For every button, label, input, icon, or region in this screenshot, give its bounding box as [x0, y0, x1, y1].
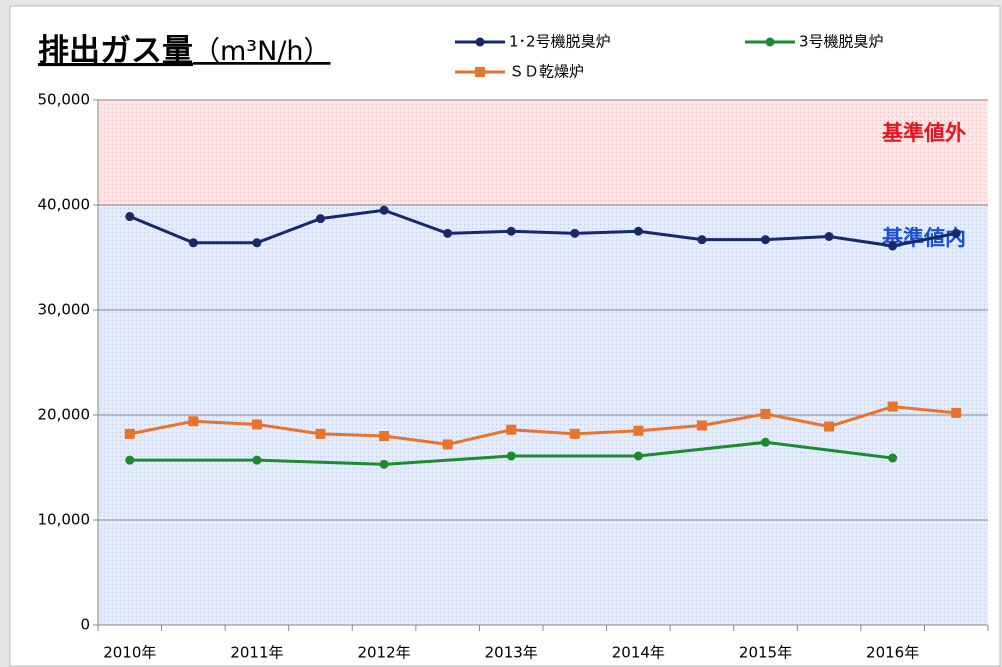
marker — [475, 37, 485, 47]
marker — [443, 228, 453, 238]
x-tick-label: 2014年 — [612, 644, 665, 662]
marker — [570, 228, 580, 238]
marker — [125, 212, 135, 222]
x-tick-label: 2013年 — [485, 644, 538, 662]
x-tick-label: 2011年 — [230, 644, 283, 662]
marker — [506, 424, 517, 435]
marker — [951, 407, 962, 418]
marker — [506, 226, 516, 236]
marker — [124, 428, 135, 439]
marker — [696, 420, 707, 431]
y-tick-label: 30,000 — [38, 301, 91, 319]
marker — [188, 416, 199, 427]
marker — [633, 226, 643, 236]
marker — [506, 451, 516, 461]
title: 排出ガス量 — [38, 33, 193, 69]
marker — [316, 214, 325, 224]
series-line — [129, 405, 957, 446]
y-tick-label: 0 — [80, 616, 90, 634]
legend-label: 3号機脱臭炉 — [799, 33, 884, 51]
marker — [761, 235, 770, 245]
marker — [475, 67, 485, 77]
marker — [251, 419, 262, 430]
unit: （m³N/h） — [193, 36, 331, 67]
series-line — [129, 208, 957, 248]
x-tick-label: 2010年 — [103, 644, 156, 662]
marker — [188, 238, 198, 248]
zone-label: 基準値外 — [882, 121, 966, 145]
marker — [442, 439, 453, 450]
marker — [887, 401, 898, 412]
marker — [760, 408, 771, 419]
marker — [888, 453, 898, 463]
marker — [633, 425, 644, 436]
marker — [315, 428, 326, 439]
marker — [379, 459, 389, 469]
y-tick-label: 10,000 — [38, 511, 91, 529]
y-tick-label: 50,000 — [38, 91, 91, 109]
marker — [951, 228, 961, 238]
chart-title: 排出ガス量（m³N/h） — [38, 33, 331, 69]
marker — [697, 235, 707, 245]
marker — [379, 205, 389, 215]
marker — [888, 241, 898, 251]
marker — [379, 431, 390, 441]
marker — [824, 232, 834, 241]
marker — [765, 37, 775, 47]
y-tick-label: 20,000 — [38, 406, 91, 424]
legend-label: ＳＤ乾燥炉 — [509, 63, 584, 81]
legend-label: 1･2号機脱臭炉 — [509, 33, 611, 51]
marker — [824, 421, 835, 432]
marker — [633, 451, 643, 461]
zone — [98, 100, 988, 205]
marker — [761, 437, 770, 447]
marker — [569, 428, 580, 439]
x-tick-label: 2016年 — [866, 644, 919, 662]
marker — [252, 455, 262, 465]
x-tick-label: 2015年 — [739, 644, 792, 662]
marker — [125, 455, 135, 465]
marker — [252, 238, 262, 248]
y-tick-label: 40,000 — [38, 196, 91, 214]
x-tick-label: 2012年 — [357, 644, 410, 662]
